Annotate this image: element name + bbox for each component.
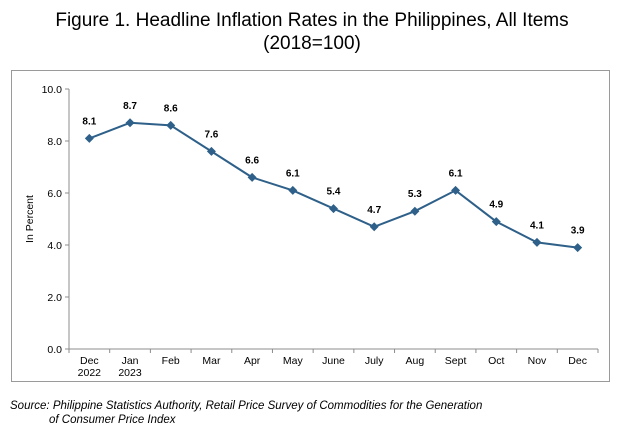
data-label: 7.6 — [204, 129, 218, 140]
y-tick-label: 2.0 — [47, 292, 62, 304]
x-tick-label: May — [283, 355, 304, 367]
data-point-marker — [166, 120, 176, 130]
x-tick-label: Apr — [244, 355, 261, 367]
y-tick-label: 0.0 — [47, 344, 62, 356]
data-point-marker — [410, 206, 420, 216]
data-point-marker — [206, 146, 216, 156]
x-tick-label: June — [322, 355, 345, 367]
x-tick-label: Dec — [80, 355, 99, 367]
data-label: 6.6 — [245, 155, 259, 166]
source-note: Source: Philippine Statistics Authority,… — [10, 399, 482, 427]
data-label: 4.9 — [489, 200, 503, 211]
data-label: 5.3 — [408, 189, 422, 200]
data-label: 6.1 — [449, 168, 463, 179]
source-line1: Source: Philippine Statistics Authority,… — [10, 400, 483, 412]
x-tick-label: Mar — [202, 355, 221, 367]
chart-frame — [11, 70, 610, 382]
x-tick-label: Feb — [162, 355, 180, 367]
data-label: 6.1 — [286, 168, 300, 179]
data-label: 5.4 — [327, 187, 341, 198]
data-label: 3.9 — [571, 226, 585, 237]
data-point-marker — [125, 118, 135, 128]
chart-title-line2: (2018=100) — [263, 33, 361, 54]
chart-title: Figure 1. Headline Inflation Rates in th… — [0, 9, 624, 55]
x-tick-label: Nov — [528, 355, 547, 367]
data-label: 4.1 — [530, 220, 544, 231]
x-tick-label: Dec — [568, 355, 587, 367]
source-line2: of Consumer Price Index — [49, 414, 176, 426]
x-tick-label: July — [365, 355, 384, 367]
y-tick-label: 10.0 — [42, 84, 63, 96]
data-point-marker — [491, 217, 501, 227]
x-tick-label: 2023 — [118, 367, 142, 379]
y-tick-label: 8.0 — [47, 136, 62, 148]
data-point-marker — [329, 204, 338, 214]
data-point-marker — [369, 222, 379, 232]
x-tick-label: Jan — [122, 355, 139, 367]
data-point-marker — [84, 133, 94, 143]
x-tick-label: Oct — [488, 355, 504, 367]
data-label: 8.6 — [164, 103, 178, 114]
data-point-marker — [247, 172, 257, 182]
data-label: 8.1 — [82, 116, 96, 127]
y-tick-label: 6.0 — [47, 188, 62, 200]
x-tick-label: 2022 — [78, 367, 102, 379]
data-point-marker — [288, 185, 298, 195]
y-axis-title: In Percent — [24, 195, 36, 243]
x-tick-label: Aug — [406, 355, 425, 367]
y-tick-label: 4.0 — [47, 240, 62, 252]
data-point-marker — [532, 237, 542, 247]
x-tick-label: Sept — [445, 355, 467, 367]
data-label: 8.7 — [123, 101, 137, 112]
series-line — [88, 121, 578, 249]
data-point-marker — [451, 185, 461, 195]
chart-title-line1: Figure 1. Headline Inflation Rates in th… — [55, 10, 569, 31]
data-point-marker — [573, 243, 583, 253]
data-label: 4.7 — [367, 205, 381, 216]
